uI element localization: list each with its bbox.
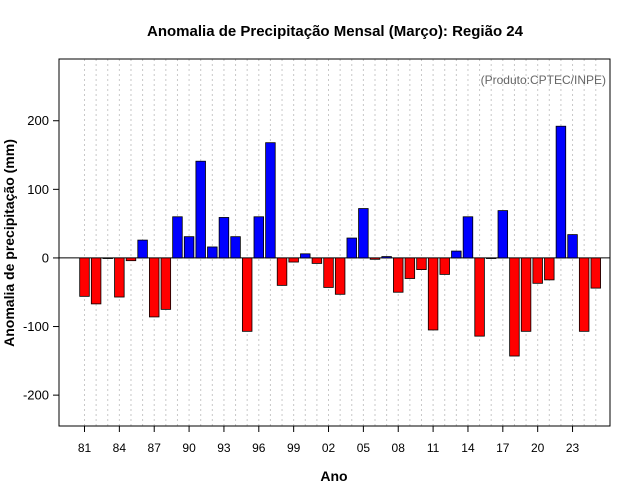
bar-20 [532, 257, 543, 284]
bar-13 [451, 250, 462, 259]
y-axis: -200 -100 0 100 200 [23, 113, 59, 403]
bar-85 [125, 257, 137, 262]
plot-frame [58, 58, 611, 427]
bar-84 [114, 257, 125, 298]
bar-94 [230, 236, 241, 259]
y-tick-label: 200 [27, 113, 49, 128]
bar-93 [218, 217, 230, 259]
x-tick-label: 05 [357, 441, 371, 455]
bar-87 [149, 257, 160, 318]
credit-label: (Produto:CPTEC/INPE) [481, 73, 606, 87]
bar-03 [334, 257, 346, 295]
bar-04 [346, 237, 357, 259]
y-axis-title: Anomalia de precipitação (mm) [1, 139, 17, 347]
y-tick-label: 0 [42, 250, 49, 265]
x-tick-label: 08 [392, 441, 406, 455]
bar-15 [474, 257, 485, 337]
bar-96 [253, 216, 265, 259]
y-tick-label: -100 [23, 319, 49, 334]
bar-09 [404, 257, 416, 279]
bar-16 [485, 257, 497, 259]
bar-08 [393, 257, 404, 293]
x-tick-label: 84 [113, 441, 127, 455]
x-tick-label: 11 [427, 441, 440, 455]
bar-98 [276, 257, 288, 286]
bar-97 [265, 142, 276, 259]
bar-05 [358, 208, 369, 259]
plot-background [59, 59, 610, 426]
bars [79, 125, 601, 357]
bar-01 [311, 257, 323, 264]
bar-24 [578, 257, 590, 332]
bar-06 [369, 257, 381, 260]
x-tick-label: 96 [252, 441, 266, 455]
bar-12 [439, 257, 450, 275]
bar-17 [497, 210, 509, 259]
bar-88 [160, 257, 172, 310]
bar-82 [90, 257, 102, 305]
x-tick-label: 17 [496, 441, 510, 455]
bar-86 [137, 239, 148, 259]
bar-89 [172, 216, 183, 259]
bar-02 [323, 257, 334, 288]
bar-95 [241, 257, 253, 332]
y-tick-label: -200 [23, 388, 49, 403]
x-tick-label: 14 [461, 441, 475, 455]
x-axis-title: Ano [320, 468, 347, 484]
x-tick-label: 02 [322, 441, 336, 455]
bar-00 [300, 253, 311, 259]
bar-07 [381, 256, 392, 259]
bar-undefined [590, 257, 601, 289]
x-axis: 81 84 87 90 93 96 99 02 05 08 11 14 17 20 23 [78, 426, 580, 455]
x-tick-label: 23 [566, 441, 580, 455]
bar-81 [79, 257, 90, 297]
bar-22 [555, 125, 567, 259]
bar-92 [207, 246, 218, 259]
x-tick-label: 81 [78, 441, 92, 455]
bar-91 [195, 160, 206, 259]
bar-10 [416, 257, 427, 270]
bar-23 [567, 234, 578, 259]
bar-99 [288, 257, 299, 263]
bar-19 [520, 257, 532, 332]
bar-11 [427, 257, 439, 331]
grid-lines [84, 59, 597, 426]
x-tick-label: 87 [148, 441, 162, 455]
bar-90 [183, 236, 195, 259]
x-tick-label: 90 [182, 441, 196, 455]
chart-title: Anomalia de Precipitação Mensal (Março):… [147, 23, 524, 40]
y-tick-label: 100 [27, 182, 49, 197]
x-tick-label: 99 [287, 441, 301, 455]
x-tick-label: 20 [531, 441, 545, 455]
bar-18 [509, 257, 520, 357]
bar-21 [544, 257, 555, 281]
bar-83 [102, 257, 113, 259]
x-tick-label: 93 [217, 441, 231, 455]
bar-14 [462, 216, 474, 259]
